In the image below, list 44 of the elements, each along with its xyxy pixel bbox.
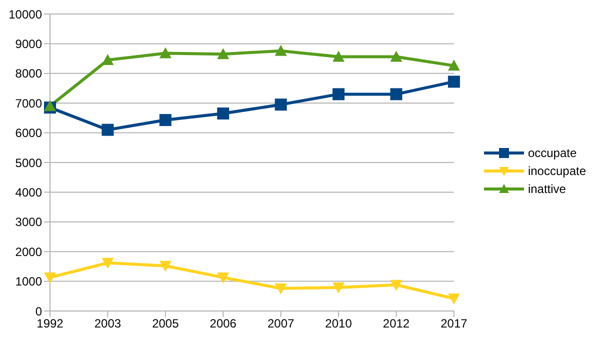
point (102, 124, 114, 136)
point (332, 282, 345, 294)
y-tick-label: 6000 (15, 126, 42, 140)
point (448, 294, 460, 305)
x-tick-label: 1992 (36, 316, 64, 331)
y-tick-label: 8000 (15, 66, 42, 81)
x-tick-label: 2012 (382, 316, 410, 331)
point (390, 50, 402, 62)
x-tick-label: 2010 (325, 316, 352, 331)
point (448, 76, 460, 88)
point (102, 54, 114, 66)
point (274, 283, 287, 294)
point (159, 260, 172, 272)
point (159, 47, 172, 58)
point (332, 50, 345, 62)
point (274, 44, 287, 56)
y-tick-label: 0 (35, 304, 42, 318)
point (217, 48, 230, 60)
y-tick-label: 7000 (15, 96, 42, 110)
legend-label: inoccupate (528, 164, 586, 178)
x-tick-label: 2007 (267, 316, 294, 331)
x-tick-label: 2006 (210, 316, 237, 331)
point (390, 280, 402, 291)
point (159, 114, 172, 126)
point (390, 88, 402, 100)
y-tick-label: 1000 (15, 274, 42, 289)
y-tick-label: 5000 (15, 156, 42, 170)
y-tick-label: 3000 (15, 215, 42, 230)
point (217, 272, 230, 284)
legend-label: occupate (528, 146, 577, 160)
x-tick-label: 2003 (94, 316, 122, 331)
point (102, 258, 114, 269)
point (44, 100, 56, 112)
x-tick-label: 2017 (440, 316, 468, 331)
y-tick-label: 2000 (15, 244, 42, 259)
point (217, 107, 230, 120)
y-tick-label: 10000 (8, 7, 42, 22)
y-tick-label: 4000 (15, 185, 42, 200)
point (274, 98, 287, 111)
legend-label: inattive (528, 182, 566, 196)
point (332, 88, 345, 100)
point (448, 60, 460, 71)
x-tick-label: 2005 (152, 316, 180, 331)
y-tick-label: 9000 (15, 36, 42, 51)
